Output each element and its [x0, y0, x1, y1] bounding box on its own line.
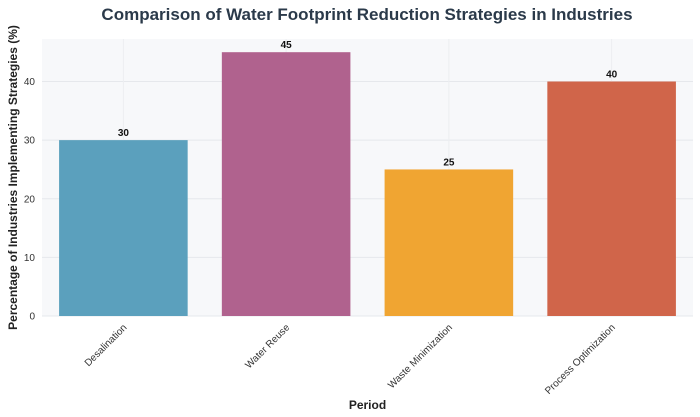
bar-water-reuse	[221, 52, 351, 316]
y-tick-label: 20	[24, 194, 36, 205]
bar-process-optimization	[547, 81, 676, 316]
y-axis-ticks: 0 10 20 30 40	[24, 77, 36, 322]
value-label: 25	[443, 157, 455, 168]
x-tick-label: Desalination	[83, 322, 130, 369]
value-labels: 30 45 25 40	[118, 40, 618, 168]
bar-waste-minimization	[384, 169, 514, 316]
x-tick-label: Waste Minimization	[386, 322, 455, 391]
value-label: 30	[118, 128, 130, 139]
y-axis-label: Percentage of Industries Implementing St…	[6, 25, 20, 330]
chart-title: Comparison of Water Footprint Reduction …	[101, 5, 632, 24]
y-tick-label: 30	[24, 136, 36, 147]
bars	[59, 52, 676, 316]
y-tick-label: 0	[29, 312, 35, 323]
x-tick-label: Process Optimization	[543, 322, 618, 397]
x-axis-ticks: Desalination Water Reuse Waste Minimizatio…	[83, 322, 618, 397]
value-label: 45	[281, 40, 293, 51]
x-axis-label: Period	[349, 398, 386, 412]
x-tick-label: Water Reuse	[243, 322, 292, 371]
y-tick-label: 10	[24, 253, 36, 264]
value-label: 40	[606, 70, 618, 81]
y-tick-label: 40	[24, 77, 36, 88]
bar-desalination	[59, 140, 188, 316]
